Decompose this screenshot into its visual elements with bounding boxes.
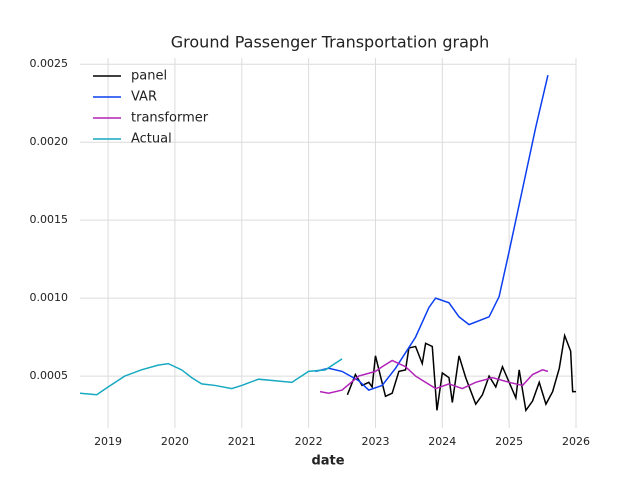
line-series <box>79 358 343 396</box>
legend-label: transformer <box>131 111 209 126</box>
x-tick-label: 2025 <box>495 435 523 448</box>
y-tick-label: 0.0025 <box>30 57 69 70</box>
y-tick-label: 0.0005 <box>30 369 69 382</box>
x-tick-label: 2019 <box>94 435 122 448</box>
line-series <box>315 74 549 391</box>
legend-label: panel <box>131 69 167 84</box>
x-tick-label: 2023 <box>361 435 389 448</box>
x-tick-label: 2021 <box>228 435 256 448</box>
grid <box>80 58 577 428</box>
legend-label: Actual <box>131 132 172 147</box>
chart-title: Ground Passenger Transportation graph <box>171 33 489 52</box>
y-tick-label: 0.0010 <box>30 291 69 304</box>
x-axis-label: date <box>311 454 344 469</box>
line-series <box>319 359 549 394</box>
x-tick-label: 2026 <box>562 435 590 448</box>
x-tick-label: 2020 <box>161 435 189 448</box>
x-tick-label: 2024 <box>428 435 456 448</box>
y-tick-label: 0.0020 <box>30 135 69 148</box>
legend: panel VAR transformer Actual <box>93 69 209 147</box>
y-tick-label: 0.0015 <box>30 213 69 226</box>
line-series <box>346 332 576 413</box>
legend-label: VAR <box>131 90 157 105</box>
x-tick-label: 2022 <box>295 435 323 448</box>
